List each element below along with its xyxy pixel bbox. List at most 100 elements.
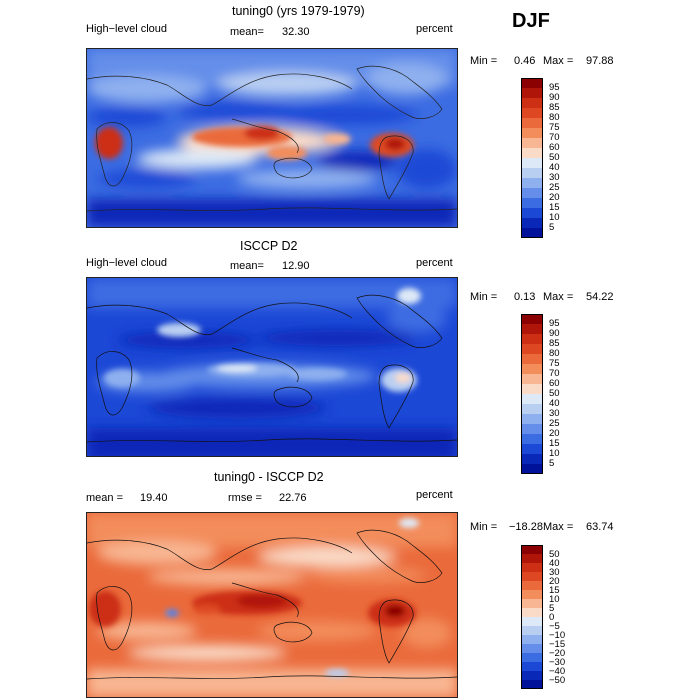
colorbar-label: 60 [549, 142, 560, 153]
colorbar-label: 10 [549, 594, 560, 605]
colorbar-label: 30 [549, 567, 560, 578]
colorbar-swatch [521, 599, 543, 608]
colorbar-swatch [521, 626, 543, 635]
colorbar-label: 50 [549, 388, 560, 399]
colorbar-label: 50 [549, 152, 560, 163]
map-difference [86, 512, 458, 698]
colorbar-label: 15 [549, 438, 560, 449]
colorbar-swatch [521, 414, 543, 424]
colorbar-swatch [521, 617, 543, 626]
mean-label: mean= [230, 26, 264, 38]
colorbar-swatch [521, 554, 543, 563]
colorbar-label: −40 [549, 666, 566, 677]
colorbar-label: −50 [549, 675, 566, 686]
colorbar-swatch [521, 364, 543, 374]
colorbar-swatch [521, 404, 543, 414]
mean-value: 19.40 [140, 492, 168, 504]
max-value: 54.22 [586, 291, 614, 303]
colorbar-swatch [521, 671, 543, 680]
colorbar-swatch [521, 635, 543, 644]
colorbar-label: −5 [549, 621, 560, 632]
colorbar-swatch [521, 680, 543, 689]
rmse-label: rmse = [228, 492, 262, 504]
colorbar-label: 10 [549, 448, 560, 459]
colorbar-label: 90 [549, 92, 560, 103]
colorbar-swatch [521, 454, 543, 464]
mean-value: 12.90 [282, 260, 310, 272]
colorbar-label: 30 [549, 408, 560, 419]
colorbar-label: 75 [549, 358, 560, 369]
season-label: DJF [512, 10, 550, 32]
units-label: percent [416, 257, 453, 269]
colorbar-label: 95 [549, 82, 560, 93]
colorbar-swatch [521, 314, 543, 324]
colorbar-label: 70 [549, 368, 560, 379]
colorbar-swatch [521, 88, 543, 98]
colorbar-swatch [521, 354, 543, 364]
colorbar-label: 80 [549, 112, 560, 123]
colorbar-swatch [521, 344, 543, 354]
colorbar-label: 20 [549, 428, 560, 439]
colorbar-swatch [521, 384, 543, 394]
colorbar-swatch [521, 334, 543, 344]
colorbar-label: 5 [549, 222, 555, 233]
colorbar-swatch [521, 98, 543, 108]
colorbar-swatch [521, 158, 543, 168]
min-label: Min = [470, 521, 498, 533]
colorbar-label: 25 [549, 418, 560, 429]
colorbar-label: −10 [549, 630, 566, 641]
colorbar-swatch [521, 424, 543, 434]
max-label: Max = [543, 55, 574, 67]
min-value: 0.13 [514, 291, 536, 303]
colorbar-label: 40 [549, 558, 560, 569]
colorbar-swatch [521, 108, 543, 118]
colorbar-label: 75 [549, 122, 560, 133]
variable-label: High−level cloud [86, 23, 168, 35]
colorbar-label: 85 [549, 338, 560, 349]
colorbar-label: 40 [549, 162, 560, 173]
colorbar-swatch [521, 434, 543, 444]
colorbar-swatch [521, 208, 543, 218]
colorbar-swatch [521, 662, 543, 671]
mean-value: 32.30 [282, 26, 310, 38]
colorbar-label: 15 [549, 585, 560, 596]
panel-title: tuning0 (yrs 1979-1979) [232, 4, 365, 18]
colorbar-label: 10 [549, 212, 560, 223]
colorbar-swatch [521, 218, 543, 228]
colorbar-label: 85 [549, 102, 560, 113]
colorbar-swatch [521, 228, 543, 238]
panel-title: tuning0 - ISCCP D2 [214, 470, 324, 484]
colorbar-label: −15 [549, 639, 566, 650]
colorbar-swatch [521, 138, 543, 148]
colorbar-label: 15 [549, 202, 560, 213]
colorbar-label: 20 [549, 576, 560, 587]
colorbar-swatch [521, 178, 543, 188]
max-value: 63.74 [586, 521, 614, 533]
colorbar-label: 50 [549, 549, 560, 560]
colorbar-label: 25 [549, 182, 560, 193]
colorbar-swatch [521, 118, 543, 128]
colorbar-label: 5 [549, 603, 555, 614]
colorbar-swatch [521, 590, 543, 599]
colorbar-swatch [521, 581, 543, 590]
rmse-value: 22.76 [279, 492, 307, 504]
variable-label: High−level cloud [86, 257, 168, 269]
mean-label: mean = [86, 492, 123, 504]
max-label: Max = [543, 521, 574, 533]
map-model [86, 48, 458, 228]
min-value: −18.28 [509, 521, 543, 533]
min-value: 0.46 [514, 55, 536, 67]
mean-label: mean= [230, 260, 264, 272]
colorbar-swatch [521, 572, 543, 581]
colorbar-swatch [521, 545, 543, 554]
panel-title: ISCCP D2 [240, 239, 298, 253]
colorbar-swatch [521, 653, 543, 662]
colorbar-swatch [521, 563, 543, 572]
colorbar-swatch [521, 324, 543, 334]
min-label: Min = [470, 291, 498, 303]
colorbar-swatch [521, 78, 543, 88]
min-label: Min = [470, 55, 498, 67]
colorbar-label: 70 [549, 132, 560, 143]
colorbar-label: −20 [549, 648, 566, 659]
colorbar-label: 95 [549, 318, 560, 329]
